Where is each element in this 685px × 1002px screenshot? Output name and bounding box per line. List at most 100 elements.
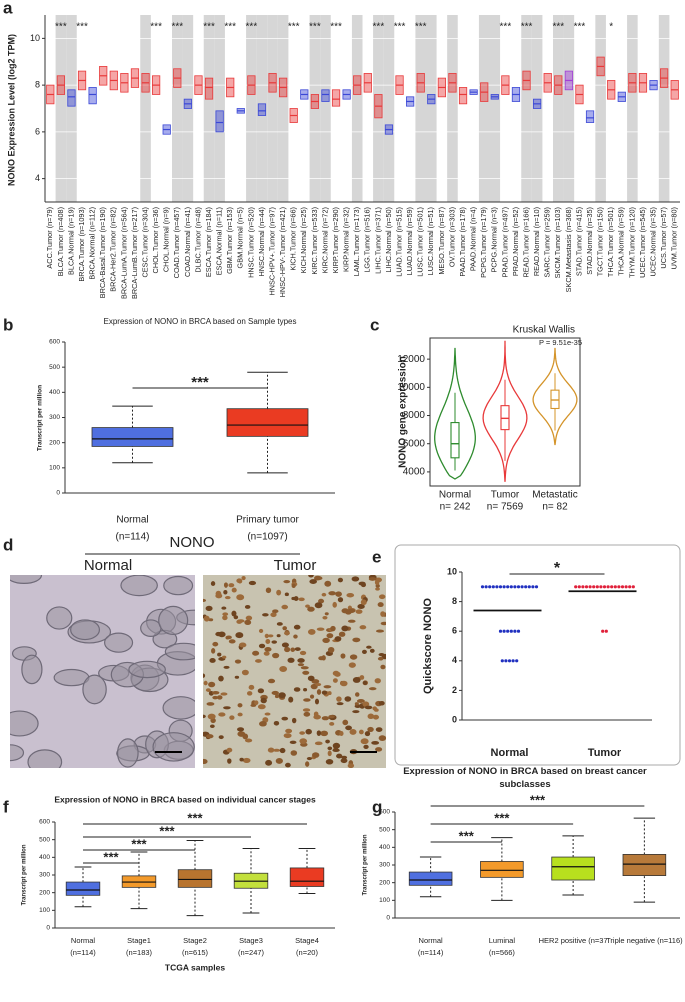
nucleus — [293, 634, 298, 639]
band — [447, 15, 458, 202]
nucleus — [228, 639, 236, 644]
nucleus — [303, 698, 311, 702]
dot — [509, 585, 513, 589]
nucleus — [299, 650, 307, 656]
n-label: (n=114) — [70, 948, 96, 957]
x-tick-label: Normal — [116, 515, 148, 526]
nucleus — [314, 741, 323, 746]
y-tick-label: 500 — [39, 836, 50, 843]
nucleus — [203, 673, 206, 678]
y-tick-label: 10 — [447, 566, 457, 576]
nucleus — [242, 757, 251, 763]
x-tick-label: LUAD.Tumor (n=515) — [394, 207, 403, 277]
band — [277, 15, 289, 202]
significance-label: *** — [459, 828, 475, 843]
nucleus — [279, 666, 288, 672]
tissue-structure — [120, 575, 158, 597]
nucleus — [314, 602, 323, 609]
band — [426, 15, 437, 202]
nucleus — [309, 694, 315, 699]
dot — [498, 585, 503, 589]
nucleus — [375, 727, 383, 732]
n-label: (n=20) — [296, 948, 318, 957]
nucleus — [267, 747, 275, 753]
nucleus — [305, 604, 310, 608]
band — [383, 15, 395, 202]
nucleus — [231, 587, 237, 593]
nucleus — [203, 714, 206, 719]
nucleus — [203, 598, 207, 602]
x-tick-label: GBM.Tumor (n=153) — [225, 207, 234, 274]
panel-label: f — [3, 797, 9, 816]
x-tick-label: LIHC.Tumor (n=371) — [373, 207, 382, 274]
nucleus — [305, 761, 310, 767]
nucleus — [364, 705, 373, 710]
nucleus — [203, 615, 210, 622]
nucleus — [222, 612, 229, 616]
nucleus — [262, 613, 269, 617]
nucleus — [285, 728, 293, 734]
tissue-structure — [82, 674, 107, 705]
significance-label: * — [554, 560, 561, 577]
x-tick-label: Normal — [419, 936, 444, 945]
dot — [513, 629, 517, 633]
nucleus — [297, 663, 305, 667]
nucleus — [217, 652, 222, 657]
x-tick-label: Normal — [71, 936, 96, 945]
nucleus — [239, 757, 244, 762]
nucleus — [212, 695, 219, 700]
chart-title: Expression of NONO in BRCA based on Samp… — [104, 317, 297, 326]
y-tick-label: 0 — [46, 925, 50, 932]
y-tick-label: 200 — [49, 439, 60, 446]
y-tick-label: 300 — [39, 872, 50, 879]
nucleus — [223, 706, 231, 710]
band — [627, 15, 638, 202]
nucleus — [369, 648, 375, 653]
nucleus — [306, 757, 313, 761]
n-label: n= 82 — [542, 502, 568, 513]
nucleus — [347, 763, 355, 768]
x-tick-label: THCA.Normal (n=59) — [617, 207, 626, 276]
p-value: P = 9.51e-35 — [539, 338, 582, 347]
x-tick-label: BRCA-LumA.Tumor (n=564) — [119, 207, 128, 299]
x-tick-label: BRCA.Normal (n=112) — [88, 207, 97, 280]
nucleus — [341, 755, 348, 760]
x-tick-label: KICH.Normal (n=25) — [299, 207, 308, 273]
nucleus — [267, 678, 276, 684]
n-label: n= 242 — [440, 502, 471, 513]
nucleus — [327, 746, 333, 751]
x-tick-label: UCEC.Tumor (n=545) — [638, 207, 647, 278]
y-tick-label: 600 — [39, 819, 50, 826]
x-tick-label: THCA.Tumor (n=501) — [606, 207, 615, 277]
x-tick-label: Tumor — [588, 747, 622, 759]
y-tick-label: 0 — [56, 490, 60, 497]
nucleus — [281, 716, 289, 721]
n-label: (n=566) — [489, 948, 516, 957]
nucleus — [352, 637, 361, 643]
nucleus — [222, 655, 227, 659]
nucleus — [238, 642, 247, 648]
nucleus — [291, 596, 296, 601]
nucleus — [203, 680, 208, 686]
nucleus — [211, 691, 220, 695]
nucleus — [293, 687, 301, 692]
x-tick-label: STAD.Tumor (n=415) — [574, 207, 583, 276]
nucleus — [237, 727, 245, 732]
nucleus — [337, 597, 344, 603]
nucleus — [254, 700, 259, 706]
nucleus — [264, 647, 272, 652]
test-label: Kruskal Wallis — [513, 325, 575, 336]
nucleus — [283, 580, 291, 584]
nucleus — [360, 738, 369, 745]
x-tick-label: UCEC.Normal (n=35) — [648, 207, 657, 277]
tissue-structure — [104, 632, 134, 653]
nucleus — [222, 615, 228, 621]
nucleus — [364, 731, 371, 737]
nucleus — [367, 726, 374, 733]
y-tick-label: 0 — [386, 915, 390, 922]
nucleus — [328, 714, 335, 719]
dot — [500, 659, 504, 663]
n-label: (n=183) — [126, 948, 153, 957]
nucleus — [352, 677, 361, 683]
